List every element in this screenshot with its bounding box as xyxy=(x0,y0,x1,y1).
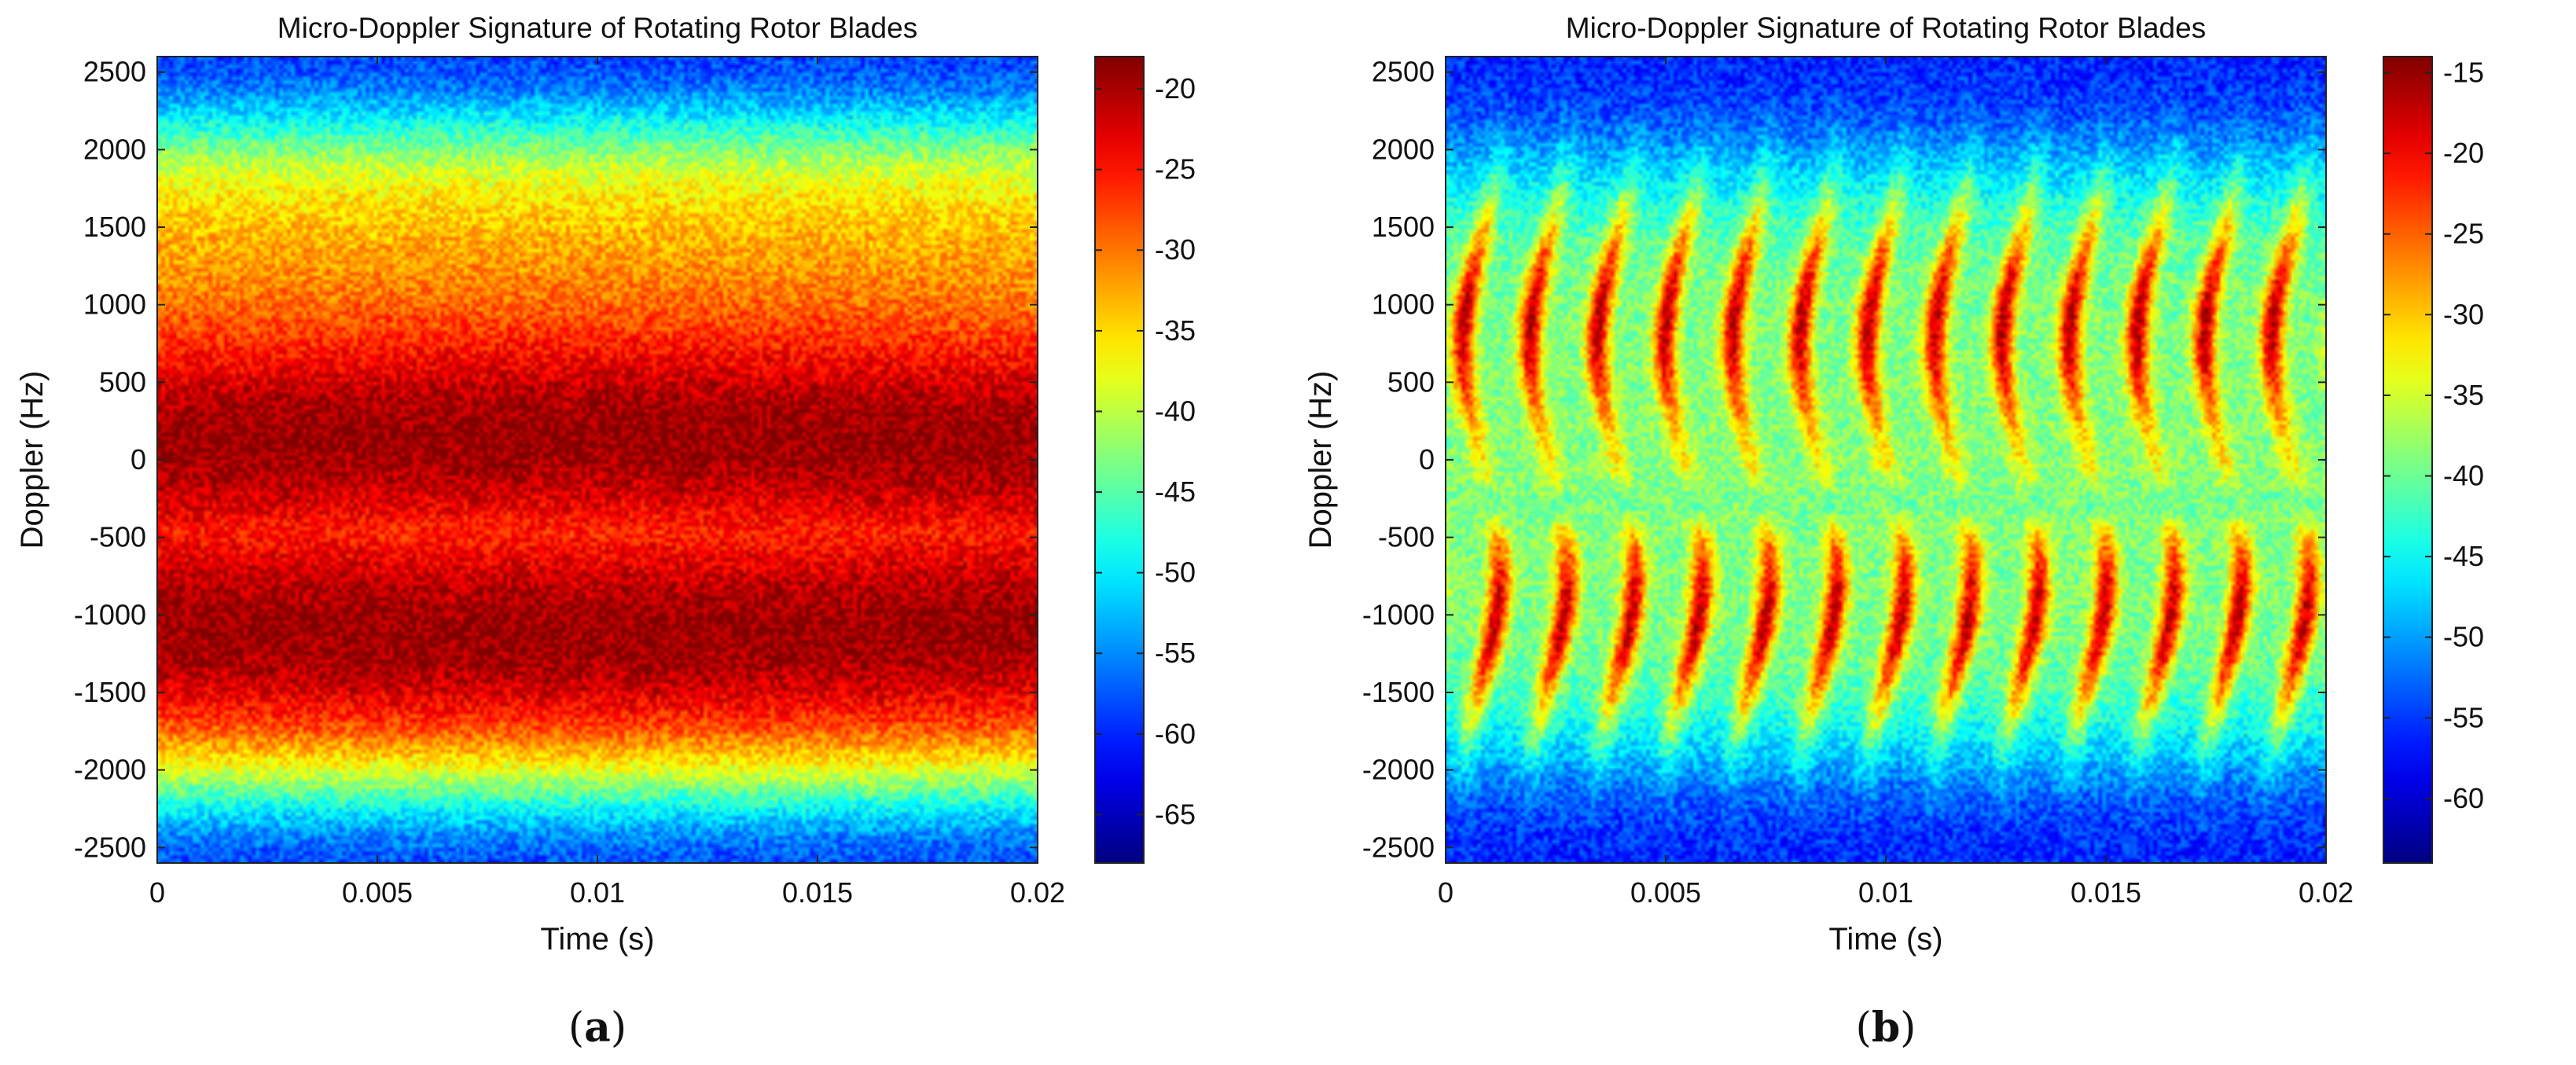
colorbar-tick-label: -20 xyxy=(2443,137,2484,169)
x-tick-label: 0.02 xyxy=(1010,876,1065,909)
y-tick-label: 1000 xyxy=(83,288,146,321)
spectrogram-image xyxy=(157,57,1038,863)
colorbar-tick-label: -30 xyxy=(1155,233,1196,266)
colorbar-tick-label: -15 xyxy=(2443,57,2484,89)
x-tick-label: 0.02 xyxy=(2299,876,2354,909)
y-tick-label: -2500 xyxy=(1362,831,1435,863)
y-tick-label: -500 xyxy=(1378,521,1435,553)
colorbar-tick-label: -50 xyxy=(2443,621,2484,653)
chart-svg-b: Micro-Doppler Signature of Rotating Roto… xyxy=(1303,12,2484,1052)
y-tick-label: 2000 xyxy=(83,133,146,165)
panel-caption: (a) xyxy=(568,1004,627,1052)
y-tick-label: 500 xyxy=(1387,365,1435,398)
y-tick-label: -2000 xyxy=(1362,754,1435,786)
colorbar-tick-label: -50 xyxy=(1155,556,1196,589)
figure-panel-b: Micro-Doppler Signature of Rotating Roto… xyxy=(1288,0,2576,1065)
colorbar xyxy=(1094,56,1145,864)
y-tick-label: 0 xyxy=(130,443,146,476)
chart-svg-a: Micro-Doppler Signature of Rotating Roto… xyxy=(15,12,1196,1052)
y-tick-label: 500 xyxy=(99,365,146,398)
x-axis-label: Time (s) xyxy=(540,922,654,957)
figure-panel-a: Micro-Doppler Signature of Rotating Roto… xyxy=(15,12,1196,1052)
colorbar-tick-label: -55 xyxy=(1155,637,1196,669)
x-tick-label: 0.01 xyxy=(570,876,625,909)
y-tick-label: 2500 xyxy=(83,56,146,88)
spectrogram-image xyxy=(1446,57,2326,863)
colorbar xyxy=(2383,56,2433,864)
y-tick-label: 0 xyxy=(1419,443,1435,476)
y-tick-label: 2000 xyxy=(1372,133,1435,165)
x-tick-label: 0 xyxy=(1438,876,1453,909)
y-tick-label: 1500 xyxy=(83,211,146,243)
panel-caption: (b) xyxy=(1856,1004,1916,1052)
colorbar-tick-label: -65 xyxy=(1155,798,1196,830)
y-tick-label: -1000 xyxy=(74,598,146,630)
y-tick-label: -500 xyxy=(90,521,146,553)
y-tick-label: -1500 xyxy=(74,676,146,708)
y-axis-label: Doppler (Hz) xyxy=(1303,371,1338,549)
y-tick-label: -2500 xyxy=(74,831,146,863)
colorbar-tick-label: -25 xyxy=(2443,218,2484,250)
colorbar-tick-label: -35 xyxy=(2443,379,2484,411)
colorbar-tick-label: -55 xyxy=(2443,701,2484,733)
x-tick-label: 0.005 xyxy=(342,876,413,909)
x-tick-label: 0.005 xyxy=(1630,876,1701,909)
panel-caption-letter: a xyxy=(584,1004,611,1052)
colorbar-tick-label: -45 xyxy=(1155,476,1196,508)
y-tick-label: 2500 xyxy=(1372,56,1435,88)
y-tick-label: -1000 xyxy=(1362,598,1435,630)
colorbar-tick-label: -20 xyxy=(1155,72,1196,105)
colorbar-tick-label: -30 xyxy=(2443,298,2484,330)
x-tick-label: 0.015 xyxy=(782,876,853,909)
colorbar-tick-label: -40 xyxy=(1155,395,1196,427)
x-tick-label: 0.015 xyxy=(2071,876,2141,909)
x-tick-label: 0 xyxy=(149,876,165,909)
panel-caption-letter: b xyxy=(1872,1004,1900,1052)
x-axis-label: Time (s) xyxy=(1828,922,1942,957)
colorbar-tick-label: -40 xyxy=(2443,460,2484,492)
colorbar-tick-label: -60 xyxy=(1155,718,1196,750)
x-tick-label: 0.01 xyxy=(1858,876,1913,909)
y-axis-label: Doppler (Hz) xyxy=(15,371,50,549)
colorbar-tick-label: -35 xyxy=(1155,314,1196,347)
y-tick-label: 1500 xyxy=(1372,211,1435,243)
chart-title: Micro-Doppler Signature of Rotating Roto… xyxy=(277,12,917,44)
colorbar-tick-label: -25 xyxy=(1155,153,1196,185)
y-tick-label: -2000 xyxy=(74,754,146,786)
y-tick-label: 1000 xyxy=(1372,288,1435,321)
chart-title: Micro-Doppler Signature of Rotating Roto… xyxy=(1566,12,2206,44)
y-tick-label: -1500 xyxy=(1362,676,1435,708)
colorbar-tick-label: -60 xyxy=(2443,782,2484,814)
colorbar-tick-label: -45 xyxy=(2443,540,2484,572)
